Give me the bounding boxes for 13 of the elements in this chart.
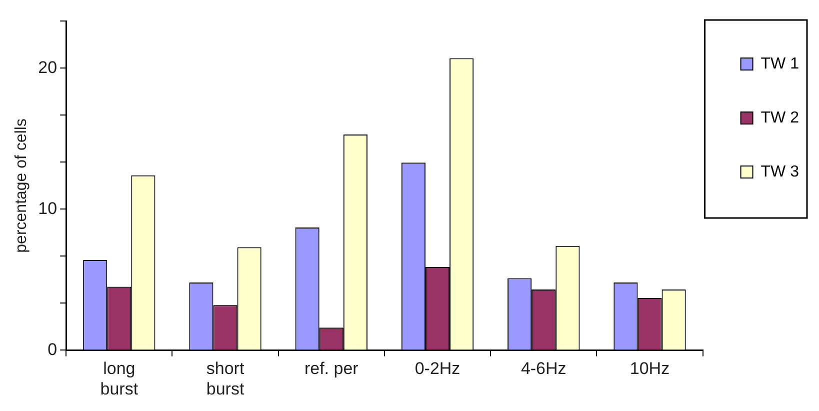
x-tick-label: 4-6Hz [520,359,566,378]
x-tick-label: 0-2Hz [414,359,460,378]
x-tick-label: short burst [206,359,244,398]
x-tick-label: ref. per [304,359,359,378]
legend-label: TW 2 [760,109,800,126]
legend-label: TW 1 [760,55,800,72]
y-tick-label: 10 [38,198,58,218]
x-tick-label: long burst [100,359,138,398]
legend-label: TW 3 [760,163,800,180]
x-tick-label: 10Hz [630,359,670,378]
y-tick-label: 20 [38,58,58,77]
y-axis-title: percentage of cells [13,118,30,253]
y-tick-label: 0 [48,340,58,359]
